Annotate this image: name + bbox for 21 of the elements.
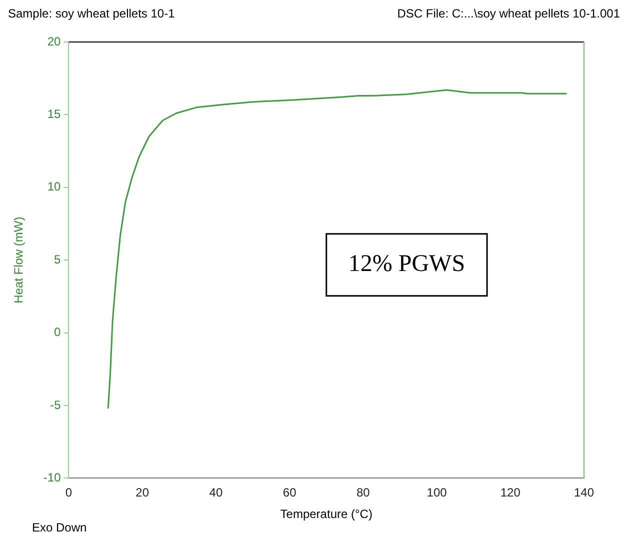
x-tick-label: 120 [500, 486, 521, 500]
x-tick-label: 140 [574, 486, 594, 500]
text: DSC File: C:...\soy wheat pellets 10-1.001 [397, 6, 620, 20]
y-axis-title: Heat Flow (mW) [12, 216, 26, 304]
annotation: 12% PGWS [348, 251, 466, 278]
x-tick-label: 60 [282, 486, 297, 500]
x-tick-label: 20 [136, 486, 150, 500]
y-tick-label: -10 [43, 470, 62, 485]
x-axis-title: Temperature (°C) [280, 507, 372, 522]
y-tick-label: 5 [54, 252, 62, 266]
x-tick-label: 80 [356, 486, 370, 500]
x-tick-label: 100 [426, 486, 448, 500]
text: Exo Down [32, 520, 87, 534]
text: Sample: soy wheat pellets 10-1 [8, 6, 176, 20]
y-tick-label: 0 [54, 325, 62, 340]
y-tick-label: -5 [50, 398, 62, 412]
y-tick-label: 20 [47, 34, 62, 48]
x-tick-label: 0 [65, 486, 72, 500]
x-tick-label: 40 [209, 486, 223, 500]
y-tick-label: 15 [47, 107, 62, 122]
y-tick-label: 10 [47, 180, 62, 194]
